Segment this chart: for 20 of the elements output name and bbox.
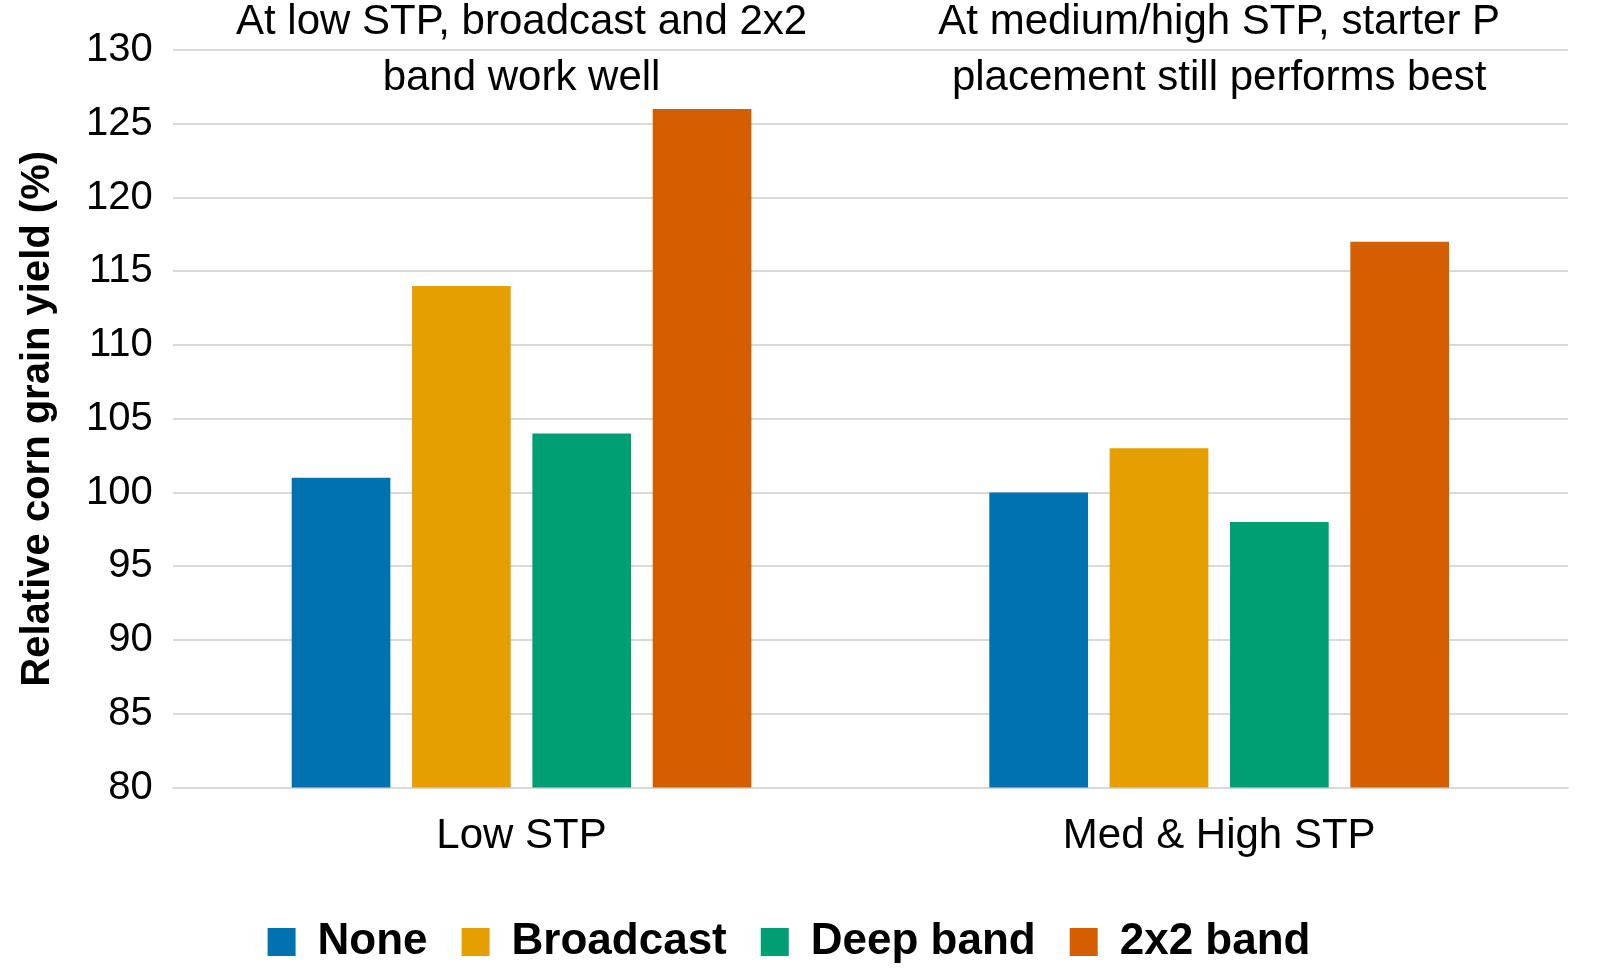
- y-tick-label: 125: [85, 98, 153, 143]
- y-tick-label: 85: [108, 688, 153, 733]
- legend-label: None: [317, 914, 428, 964]
- legend-label: Deep band: [810, 914, 1036, 964]
- y-tick-label: 100: [85, 467, 153, 512]
- y-tick-label: 95: [108, 541, 153, 586]
- y-tick-label: 115: [88, 246, 153, 291]
- legend-label: 2x2 band: [1119, 914, 1311, 964]
- x-tick-label: Low STP: [436, 810, 607, 858]
- y-tick-label: 105: [85, 393, 153, 438]
- y-axis-title: Relative corn grain yield (%): [13, 150, 58, 687]
- x-tick-label: Med & High STP: [1062, 810, 1376, 858]
- annotation: At medium/high STP, starter P placement still performs best: [938, 0, 1501, 99]
- y-tick-label: 120: [85, 172, 153, 217]
- annotation: At low STP, broadcast and 2x2 band work well: [235, 0, 808, 99]
- y-tick-label: 130: [85, 25, 153, 70]
- y-tick-label: 80: [108, 762, 153, 807]
- y-tick-label: 110: [88, 320, 153, 365]
- legend-label: Broadcast: [511, 914, 728, 964]
- y-tick-label: 90: [108, 615, 153, 660]
